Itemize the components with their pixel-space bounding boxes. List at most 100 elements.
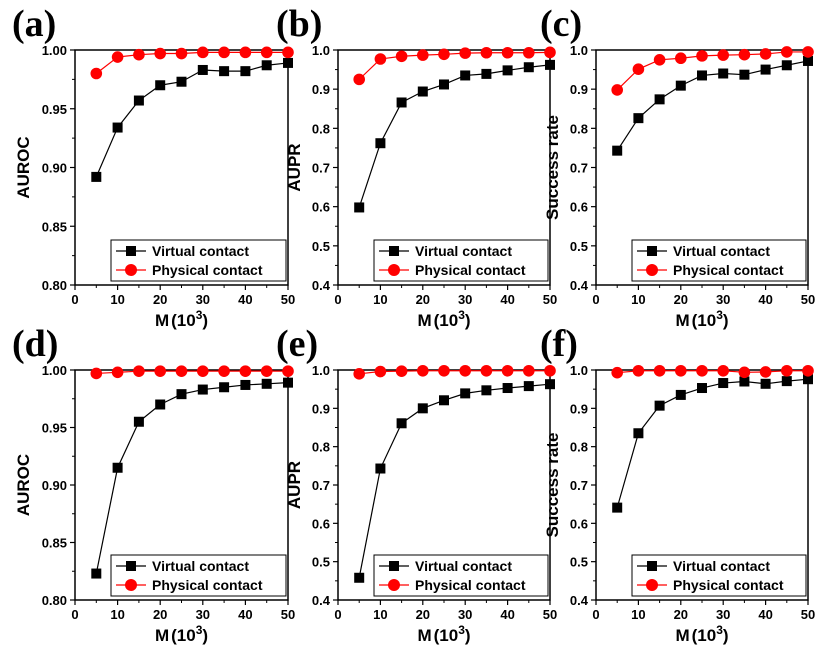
data-point-physical — [417, 49, 429, 61]
y-tick-label: 0.6 — [570, 516, 588, 531]
x-axis-title-exponent: 3 — [716, 308, 723, 322]
data-point-virtual — [781, 376, 792, 387]
data-point-virtual — [460, 388, 471, 399]
legend-label: Physical contact — [673, 577, 784, 593]
data-point-virtual — [417, 403, 428, 414]
data-point-virtual — [240, 66, 251, 77]
series-line-virtual — [616, 60, 809, 151]
x-axis-title-exponent: 3 — [196, 308, 203, 322]
x-tick-label: 40 — [758, 292, 772, 307]
legend-label: Physical contact — [152, 262, 263, 278]
x-tick-label: 30 — [716, 292, 730, 307]
legend-box — [110, 239, 287, 282]
legend-marker-square — [126, 246, 136, 256]
x-tick-label: 10 — [110, 607, 124, 622]
panel-label: (e) — [276, 323, 318, 365]
data-point-physical — [417, 364, 429, 377]
y-tick-label: 0.8 — [312, 121, 330, 136]
legend-marker-square — [647, 561, 657, 571]
data-point-physical — [239, 46, 252, 59]
x-axis-title-unit: (10 — [434, 626, 459, 645]
data-point-physical — [374, 53, 387, 65]
data-point-virtual — [760, 64, 771, 75]
y-axis-title: AUPR — [285, 143, 304, 191]
x-tick-label: 50 — [281, 292, 295, 307]
data-point-physical — [282, 46, 294, 59]
data-point-virtual — [739, 376, 750, 387]
y-tick-label: 1.0 — [312, 43, 330, 58]
data-point-virtual — [523, 62, 534, 73]
data-point-physical — [523, 46, 535, 59]
series-line-physical — [95, 51, 288, 74]
data-point-physical — [632, 63, 645, 75]
chart-panel-c: (c) 0 10 20 30 40 50 0.4 0.5 0.6 0.7 0.8 0.9 1.0 M (103… — [540, 3, 815, 330]
y-tick-label: 0.7 — [312, 161, 330, 176]
data-point-virtual — [112, 122, 123, 133]
legend-marker-circle — [646, 579, 658, 591]
legend: Virtual contact Physical contact — [631, 239, 807, 282]
data-point-virtual — [197, 64, 208, 75]
y-tick-label: 0.7 — [312, 478, 330, 493]
y-tick-label: 0.6 — [312, 516, 330, 531]
legend-label: Physical contact — [415, 262, 526, 278]
data-point-virtual — [396, 418, 407, 429]
legend-marker-square — [389, 246, 399, 256]
x-tick-label: 0 — [334, 292, 341, 307]
y-tick-label: 0.95 — [42, 421, 67, 436]
x-tick-label: 40 — [500, 292, 514, 307]
data-point-physical — [374, 365, 387, 378]
data-point-physical — [781, 364, 793, 377]
x-axis-title-unit: (10 — [692, 311, 717, 330]
data-point-virtual — [654, 400, 665, 411]
legend: Virtual contact Physical contact — [631, 554, 807, 597]
series-line-virtual — [95, 382, 289, 574]
data-point-virtual — [219, 382, 230, 393]
data-point-virtual — [612, 502, 623, 513]
panel-label: (f) — [540, 323, 578, 365]
x-tick-label: 40 — [500, 607, 514, 622]
legend: Virtual contact Physical contact — [110, 239, 287, 282]
data-point-virtual — [375, 463, 386, 474]
data-point-physical — [353, 368, 366, 380]
y-tick-label: 0.85 — [42, 219, 67, 234]
x-axis-title: M (103) — [155, 623, 208, 645]
data-point-physical — [218, 365, 230, 377]
data-point-physical — [197, 365, 209, 377]
x-tick-label: 0 — [71, 292, 78, 307]
legend-marker-circle — [646, 264, 658, 276]
y-tick-label: 0.4 — [570, 593, 589, 608]
y-axis-title: Success rate — [543, 115, 562, 220]
x-axis-title: M (103) — [675, 623, 728, 645]
y-tick-label: 0.5 — [312, 239, 330, 254]
x-tick-label: 50 — [801, 292, 815, 307]
data-point-physical — [395, 365, 408, 377]
series-line-physical — [617, 370, 808, 374]
x-axis-title-main: M — [417, 311, 431, 330]
data-point-physical — [696, 50, 708, 62]
data-point-physical — [90, 367, 103, 380]
y-tick-label: 0.90 — [42, 478, 67, 493]
y-tick-label: 0.85 — [42, 536, 67, 551]
data-point-physical — [675, 364, 687, 377]
x-tick-label: 10 — [373, 292, 387, 307]
data-point-physical — [544, 364, 556, 377]
legend-label: Virtual contact — [415, 558, 512, 574]
y-tick-label: 1.00 — [42, 43, 67, 58]
data-point-virtual — [283, 57, 293, 68]
data-point-virtual — [396, 97, 407, 108]
data-point-physical — [111, 366, 124, 379]
data-point-physical — [154, 365, 166, 377]
x-tick-label: 20 — [153, 607, 167, 622]
y-axis-title: AUPR — [285, 461, 304, 509]
data-point-virtual — [545, 59, 555, 70]
x-axis-title-main: M — [155, 626, 169, 645]
data-point-virtual — [283, 377, 293, 388]
x-axis-title-close: ) — [465, 311, 471, 330]
y-axis-title: Success rate — [543, 433, 562, 538]
data-point-virtual — [112, 462, 123, 473]
x-axis-title: M (103) — [155, 308, 208, 330]
y-tick-label: 0.5 — [570, 555, 588, 570]
data-point-physical — [438, 364, 450, 377]
x-tick-label: 20 — [416, 292, 430, 307]
